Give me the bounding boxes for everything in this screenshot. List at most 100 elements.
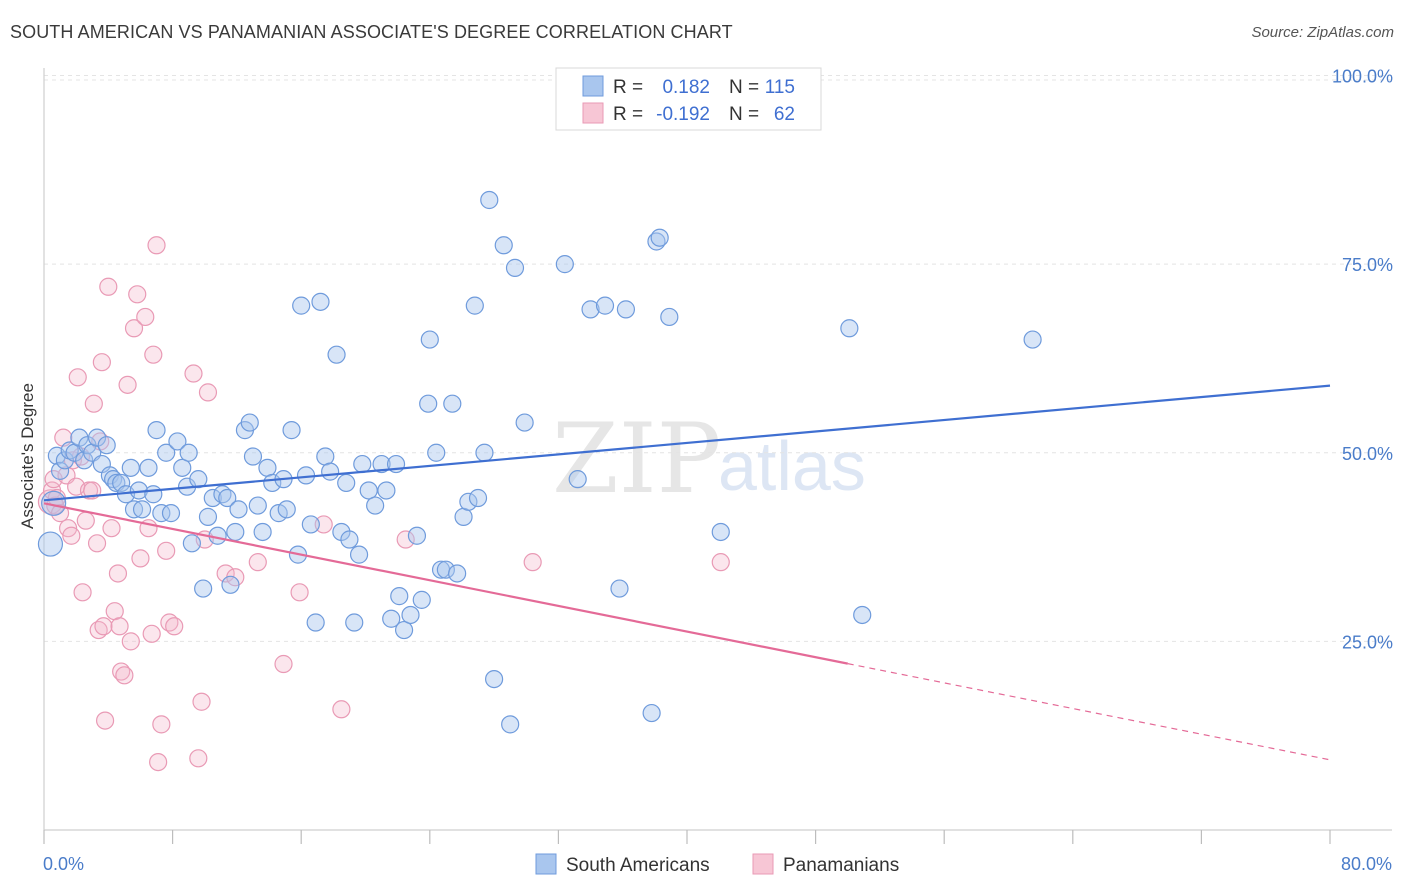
trend-lines xyxy=(43,384,1331,761)
south-americans-point xyxy=(301,515,320,534)
legend-r-label-blue: R = xyxy=(613,77,643,98)
south-americans-point xyxy=(711,522,730,542)
south-americans-point xyxy=(642,703,661,723)
south-americans-point xyxy=(60,441,79,460)
panamanians-point xyxy=(76,511,95,530)
south-americans-point xyxy=(253,522,272,542)
panamanians-point xyxy=(165,617,184,636)
south-americans-point xyxy=(218,488,237,508)
south-americans-point xyxy=(97,436,116,455)
south-americans-point xyxy=(144,485,163,504)
south-americans-point xyxy=(87,428,107,447)
panamanians-point xyxy=(184,364,203,383)
watermark-atlas: atlas xyxy=(718,427,866,505)
trend-line-panamanians xyxy=(43,502,848,665)
south-americans-point xyxy=(277,500,296,519)
panamanians-point xyxy=(149,752,168,772)
y-tick-label: 100.0% xyxy=(1332,67,1393,87)
x-tick-label-max: 80.0% xyxy=(1341,854,1392,874)
south-americans-point xyxy=(501,715,520,734)
legend-n-label-pink: N = xyxy=(729,104,759,125)
south-americans-point xyxy=(316,447,335,466)
y-tick-label: 75.0% xyxy=(1342,255,1393,275)
south-americans-point xyxy=(465,296,484,315)
south-americans-point xyxy=(366,496,385,515)
south-americans-point xyxy=(112,473,131,493)
panamanians-point xyxy=(711,553,730,572)
y-tick-label: 50.0% xyxy=(1342,444,1393,464)
south-americans-point xyxy=(359,481,378,500)
south-americans-point xyxy=(161,504,181,523)
legend-r-label-pink: R = xyxy=(613,104,643,125)
panamanians-point xyxy=(290,583,309,602)
panamanians-point xyxy=(147,236,166,255)
panamanians-point xyxy=(105,602,124,621)
panamanians-point xyxy=(274,654,293,674)
south-americans-point xyxy=(340,530,359,549)
south-americans-point xyxy=(243,447,263,466)
south-americans-point xyxy=(581,300,600,319)
south-americans-point xyxy=(420,330,439,349)
panamanians-point xyxy=(152,715,171,734)
south-americans-point xyxy=(459,492,478,511)
south-americans-point xyxy=(448,564,467,583)
axes xyxy=(43,68,1392,844)
legend-swatch-blue xyxy=(582,75,604,97)
south-americans-point xyxy=(182,534,201,553)
south-americans-point xyxy=(37,531,64,557)
bottom-legend: South Americans Panamanians xyxy=(535,853,899,876)
legend: R = 0.182 N = 115 R = -0.192 N = 62 xyxy=(555,67,822,131)
south-americans-point xyxy=(427,443,446,462)
south-americans-point xyxy=(515,413,534,432)
bottom-legend-panamanians: Panamanians xyxy=(783,855,899,876)
watermark-zip: ZIP xyxy=(552,403,721,515)
south-americans-point xyxy=(382,609,401,628)
south-americans-point xyxy=(610,579,629,598)
panamanians-point xyxy=(157,541,176,560)
south-americans-point xyxy=(485,669,504,689)
panamanians-point xyxy=(102,519,121,538)
source-credit: Source: ZipAtlas.com xyxy=(1251,24,1394,41)
south-americans-point xyxy=(152,504,171,523)
south-americans-point xyxy=(157,443,176,462)
south-americans-point xyxy=(139,458,158,477)
legend-n-label-blue: N = xyxy=(729,77,759,98)
panamanians-point xyxy=(87,534,107,553)
south-americans-point xyxy=(229,500,248,519)
south-americans-point xyxy=(306,613,325,632)
south-americans-point xyxy=(50,461,70,480)
south-americans-point xyxy=(616,300,636,319)
panamanians-point xyxy=(95,711,115,730)
panamanians-point xyxy=(108,564,128,583)
south-americans-point xyxy=(494,236,513,255)
south-americans-point xyxy=(121,458,140,477)
panamanians-point xyxy=(523,553,542,572)
y-tick-labels: 25.0% 50.0% 75.0% 100.0% xyxy=(1332,67,1393,653)
south-americans-point xyxy=(436,560,455,579)
panamanians-point xyxy=(136,307,155,327)
south-americans-point xyxy=(401,605,420,625)
south-americans-point xyxy=(321,462,340,481)
south-americans-point xyxy=(173,458,192,477)
south-americans-point xyxy=(353,454,372,474)
chart-title: SOUTH AMERICAN VS PANAMANIAN ASSOCIATE'S… xyxy=(10,22,733,42)
south-americans-point xyxy=(226,522,245,542)
panamanians-point xyxy=(192,692,211,711)
south-americans-point xyxy=(248,496,267,515)
south-americans-point xyxy=(311,292,330,311)
south-americans-point xyxy=(282,421,301,440)
south-americans-point xyxy=(840,319,859,338)
south-americans-point xyxy=(595,296,615,315)
south-americans-point xyxy=(372,454,391,474)
south-americans-point xyxy=(468,488,488,508)
south-americans-point xyxy=(412,590,431,609)
south-americans-point xyxy=(475,443,494,462)
south-americans-point xyxy=(349,545,369,564)
bottom-legend-swatch-blue xyxy=(535,853,557,875)
panamanians-point xyxy=(84,394,103,413)
panamanians-point xyxy=(94,617,113,636)
trend-line-panamanians-extrapolated xyxy=(847,663,1331,761)
south-americans-point xyxy=(147,421,166,440)
panamanians-point xyxy=(115,666,134,685)
